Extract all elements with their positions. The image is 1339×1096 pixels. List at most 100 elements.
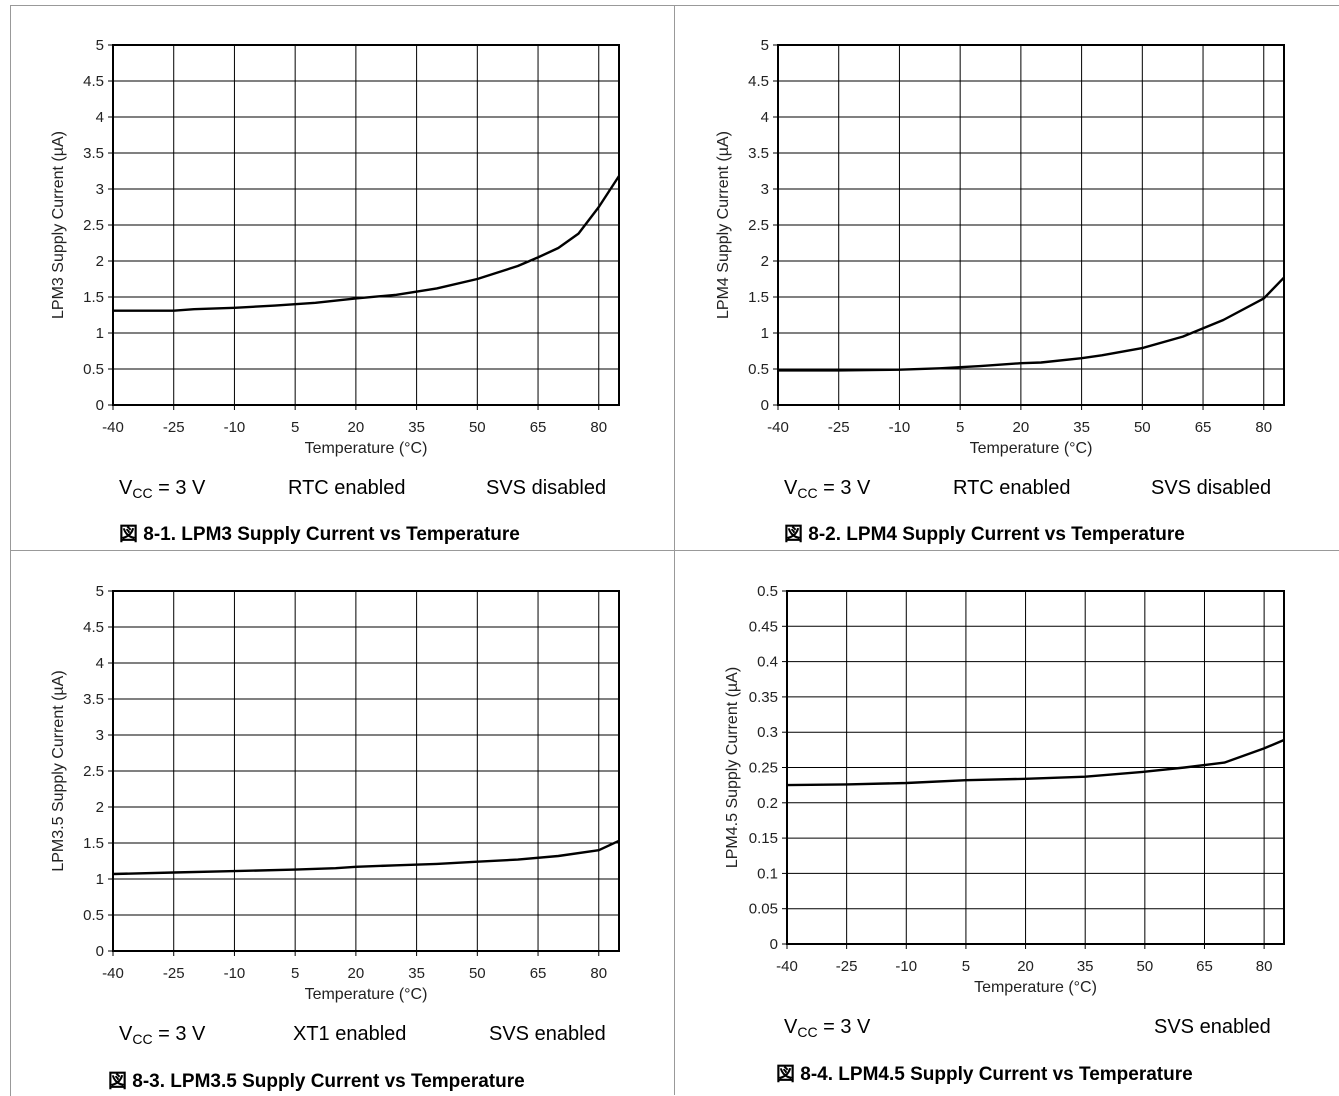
- x-tick-label: 5: [956, 419, 964, 436]
- condition-subscript: CC: [132, 1031, 153, 1047]
- test-condition: RTC enabled: [953, 477, 1070, 500]
- condition-text: SVS enabled: [489, 1023, 606, 1045]
- y-tick-label: 5: [761, 37, 769, 54]
- x-axis-label: Temperature (°C): [970, 440, 1093, 457]
- x-tick-label: 35: [408, 965, 425, 982]
- y-tick-label: 1.5: [83, 289, 104, 306]
- x-tick-label: -10: [224, 965, 246, 982]
- y-tick-label: 0.5: [748, 361, 769, 378]
- test-condition: VCC = 3 V: [784, 1016, 870, 1040]
- y-tick-label: 0.5: [757, 583, 778, 600]
- series-line: [778, 276, 1285, 372]
- y-tick-label: 4.5: [83, 619, 104, 636]
- x-tick-label: 20: [348, 965, 365, 982]
- y-tick-label: 2: [761, 253, 769, 270]
- y-tick-label: 1.5: [83, 835, 104, 852]
- x-axis-label: Temperature (°C): [305, 440, 428, 457]
- x-tick-label: -25: [163, 419, 185, 436]
- x-tick-label: 80: [590, 965, 607, 982]
- x-tick-label: 5: [962, 958, 970, 975]
- y-tick-label: 1.5: [748, 289, 769, 306]
- condition-text: RTC enabled: [288, 477, 406, 499]
- x-tick-label: 65: [530, 965, 547, 982]
- y-tick-label: 4.5: [83, 73, 104, 90]
- y-axis-label: LPM3.5 Supply Current (µA): [50, 670, 67, 871]
- x-tick-label: 20: [1013, 419, 1030, 436]
- figure-caption: 図 8-3. LPM3.5 Supply Current vs Temperat…: [108, 1071, 525, 1092]
- x-tick-label: -40: [776, 958, 798, 975]
- y-tick-label: 3.5: [83, 145, 104, 162]
- y-tick-label: 2.5: [83, 763, 104, 780]
- x-tick-label: 50: [1134, 419, 1151, 436]
- y-tick-label: 4: [761, 109, 769, 126]
- y-tick-label: 2: [96, 253, 104, 270]
- condition-value: = 3 V: [152, 477, 206, 499]
- y-tick-label: 1: [96, 325, 104, 342]
- x-axis-label: Temperature (°C): [305, 986, 428, 1003]
- x-tick-label: -40: [767, 419, 789, 436]
- x-tick-label: 80: [1256, 958, 1273, 975]
- x-tick-label: 50: [469, 419, 486, 436]
- plot-area-border: [786, 590, 1285, 945]
- y-axis-label: LPM4.5 Supply Current (µA): [724, 667, 741, 868]
- test-condition: XT1 enabled: [293, 1023, 406, 1046]
- y-tick-label: 1: [761, 325, 769, 342]
- test-condition: VCC = 3 V: [784, 477, 870, 501]
- test-condition: VCC = 3 V: [119, 1023, 205, 1047]
- y-tick-label: 3.5: [748, 145, 769, 162]
- series-line: [786, 738, 1285, 787]
- x-tick-label: 65: [1195, 419, 1212, 436]
- condition-text: V: [119, 477, 133, 499]
- y-tick-label: 0.45: [749, 618, 778, 635]
- x-axis-label: Temperature (°C): [974, 979, 1097, 996]
- condition-subscript: CC: [797, 485, 818, 501]
- x-tick-label: 65: [530, 419, 547, 436]
- y-tick-label: 0.5: [83, 907, 104, 924]
- x-tick-label: -40: [102, 965, 124, 982]
- y-tick-label: 0: [96, 943, 104, 960]
- condition-text: SVS disabled: [1151, 477, 1272, 499]
- y-tick-label: 2: [96, 799, 104, 816]
- condition-text: V: [784, 1016, 798, 1038]
- series-line: [113, 175, 621, 312]
- condition-text: SVS enabled: [1154, 1016, 1271, 1038]
- y-tick-label: 0.05: [749, 901, 778, 918]
- x-tick-label: -10: [889, 419, 911, 436]
- condition-value: = 3 V: [817, 477, 871, 499]
- test-condition: RTC enabled: [288, 477, 405, 500]
- y-tick-label: 0.4: [757, 654, 778, 671]
- y-tick-label: 0.3: [757, 724, 778, 741]
- x-tick-label: -25: [836, 958, 858, 975]
- condition-text: V: [784, 477, 798, 499]
- x-tick-label: 5: [291, 965, 299, 982]
- y-tick-label: 4.5: [748, 73, 769, 90]
- x-tick-label: -10: [895, 958, 917, 975]
- condition-text: RTC enabled: [953, 477, 1071, 499]
- figure-caption: 図 8-1. LPM3 Supply Current vs Temperatur…: [119, 524, 520, 545]
- x-tick-label: -40: [102, 419, 124, 436]
- y-tick-label: 3: [96, 181, 104, 198]
- y-tick-label: 0.25: [749, 760, 778, 777]
- x-tick-label: -25: [163, 965, 185, 982]
- series-line: [112, 839, 620, 876]
- x-tick-label: 35: [1073, 419, 1090, 436]
- plot-area-border: [112, 44, 620, 406]
- test-condition: VCC = 3 V: [119, 477, 205, 501]
- y-tick-label: 0.2: [757, 795, 778, 812]
- x-tick-label: 35: [1077, 958, 1094, 975]
- condition-text: SVS disabled: [486, 477, 607, 499]
- y-axis-label: LPM4 Supply Current (µA): [715, 131, 732, 319]
- test-condition: SVS disabled: [1151, 477, 1271, 500]
- horizontal-divider: [10, 550, 1339, 551]
- y-tick-label: 3: [96, 727, 104, 744]
- condition-text: XT1 enabled: [293, 1023, 407, 1045]
- y-tick-label: 2.5: [748, 217, 769, 234]
- x-tick-label: 80: [1255, 419, 1272, 436]
- y-tick-label: 4: [96, 655, 104, 672]
- y-tick-label: 4: [96, 109, 104, 126]
- x-tick-label: 20: [1017, 958, 1034, 975]
- x-tick-label: 65: [1196, 958, 1213, 975]
- x-tick-label: 20: [348, 419, 365, 436]
